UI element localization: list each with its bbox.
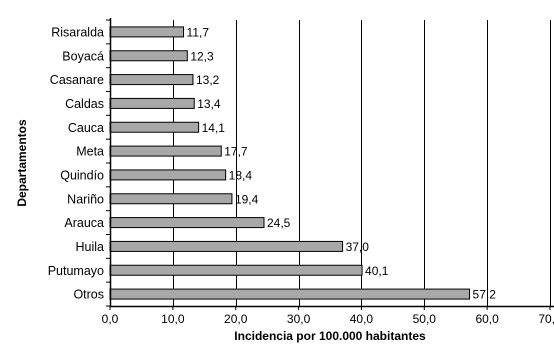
value-label: 12,3	[190, 49, 214, 63]
bar-6	[109, 169, 227, 181]
x-axis-title: Incidencia por 100.000 habitantes	[234, 329, 426, 343]
x-tick-label: 0,0	[102, 312, 119, 326]
x-tick-label: 20,0	[224, 312, 248, 326]
bar-7	[109, 193, 233, 205]
category-label: Risaralda	[51, 25, 104, 39]
value-label: 57,2	[473, 288, 497, 302]
value-label: 40,1	[365, 264, 389, 278]
bar-3	[109, 97, 195, 109]
value-labels: 11,7 12,3 13,2 13,4 14,1 17,7 18,4 19,4 24,5 37,0…	[187, 25, 497, 301]
bar-8	[109, 217, 265, 229]
category-label: Caldas	[65, 97, 104, 111]
x-tick-labels: 0,0 10,0 20,0 30,0 40,0 50,0 60,0 70,0	[102, 306, 554, 326]
category-label: Meta	[76, 145, 104, 159]
bar-9	[109, 240, 344, 252]
category-label: Huila	[76, 240, 105, 254]
value-label: 17,7	[224, 145, 248, 159]
y-axis-title: Departamentos	[15, 119, 29, 207]
bar-11	[109, 288, 471, 300]
category-label: Otros	[73, 288, 104, 302]
bar-0	[109, 26, 185, 38]
bar-2	[109, 74, 194, 86]
category-label: Nariño	[67, 192, 104, 206]
category-label: Boyacá	[62, 49, 104, 63]
value-label: 37,0	[346, 240, 370, 254]
x-tick-label: 50,0	[413, 312, 437, 326]
value-label: 19,4	[235, 192, 259, 206]
x-tick-label: 10,0	[161, 312, 185, 326]
value-label: 18,4	[229, 168, 253, 182]
value-label: 11,7	[187, 25, 210, 39]
category-label: Casanare	[50, 73, 104, 87]
category-labels: Risaralda Boyacá Casanare Caldas Cauca Meta Qu…	[48, 25, 104, 301]
value-label: 13,2	[196, 73, 220, 87]
x-tick-label: 30,0	[287, 312, 311, 326]
bar-1	[109, 50, 188, 62]
value-label: 13,4	[197, 97, 221, 111]
bars	[106, 19, 471, 307]
category-label: Putumayo	[48, 264, 104, 278]
x-tick-label: 70,0	[538, 312, 554, 326]
x-tick-label: 40,0	[350, 312, 374, 326]
value-label: 24,5	[267, 216, 291, 230]
bar-10	[109, 264, 363, 276]
category-label: Arauca	[64, 216, 104, 230]
bar-4	[109, 121, 200, 133]
bar-5	[109, 145, 222, 157]
gridlines	[173, 20, 551, 306]
category-label: Cauca	[68, 121, 104, 135]
value-label: 14,1	[202, 121, 226, 135]
x-tick-label: 60,0	[475, 312, 499, 326]
axes	[109, 18, 554, 308]
category-label: Quindío	[60, 168, 104, 182]
